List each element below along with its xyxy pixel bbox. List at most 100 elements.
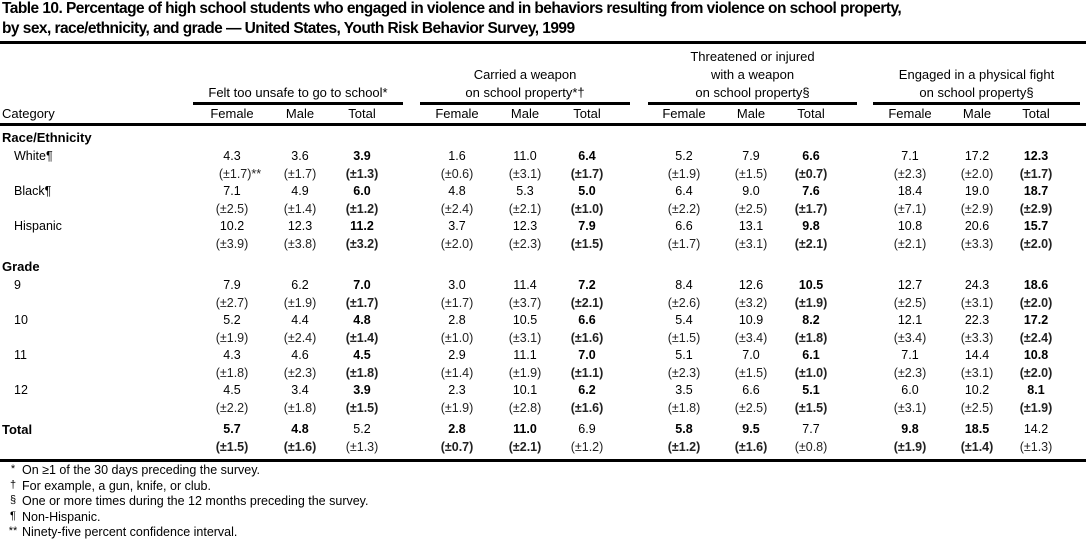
confidence-interval-cell: (±2.5) xyxy=(734,400,768,415)
confidence-interval-cell: (±3.4) xyxy=(893,330,927,345)
footnote-symbol: † xyxy=(9,478,17,491)
value-cell: 6.0 xyxy=(901,383,919,397)
footnote-symbol: ** xyxy=(8,525,18,537)
confidence-interval-cell: (±1.3) xyxy=(345,166,379,181)
footnote-text: On ≥1 of the 30 days preceding the surve… xyxy=(22,463,261,477)
confidence-interval-cell: (±2.5) xyxy=(734,201,768,216)
footnote: ¶ Non-Hispanic. xyxy=(4,510,100,524)
confidence-interval-cell: (±3.1) xyxy=(508,166,542,181)
confidence-interval-cell: (±3.8) xyxy=(283,236,317,251)
footnote: § One or more times during the 12 months … xyxy=(4,494,369,508)
value-cell: 6.1 xyxy=(802,348,820,362)
value-cell: 12.6 xyxy=(738,278,764,292)
confidence-interval-cell: (±2.1) xyxy=(508,439,542,454)
value-cell: 5.4 xyxy=(675,313,693,327)
value-cell: 12.3 xyxy=(1023,149,1049,163)
value-cell: 7.0 xyxy=(742,348,760,362)
value-cell: 9.8 xyxy=(802,219,820,233)
confidence-interval-cell: (±2.3) xyxy=(508,236,542,251)
value-cell: 10.5 xyxy=(512,313,538,327)
section-label: Grade xyxy=(2,259,40,274)
confidence-interval-cell: (±3.2) xyxy=(345,236,379,251)
confidence-interval-cell: (±1.7)** xyxy=(218,166,262,181)
confidence-interval-cell: (±1.2) xyxy=(570,439,604,454)
confidence-interval-cell: (±1.7) xyxy=(570,166,604,181)
confidence-interval-cell: (±1.7) xyxy=(794,201,828,216)
confidence-interval-cell: (±1.2) xyxy=(667,439,701,454)
confidence-interval-cell: (±2.9) xyxy=(960,201,994,216)
confidence-interval-cell: (±3.1) xyxy=(960,365,994,380)
confidence-interval-cell: (±2.7) xyxy=(215,295,249,310)
confidence-interval-cell: (±0.7) xyxy=(440,439,474,454)
confidence-interval-cell: (±1.5) xyxy=(215,439,249,454)
value-cell: 5.7 xyxy=(223,422,241,436)
row-label: Total xyxy=(2,422,33,437)
value-cell: 3.4 xyxy=(291,383,309,397)
column-header-total: Total xyxy=(573,106,601,121)
confidence-interval-cell: (±1.7) xyxy=(1019,166,1053,181)
value-cell: 4.8 xyxy=(291,422,309,436)
value-cell: 6.9 xyxy=(578,422,596,436)
confidence-interval-cell: (±1.0) xyxy=(570,201,604,216)
column-header-male: Male xyxy=(510,106,540,121)
value-cell: 2.8 xyxy=(448,422,466,436)
confidence-interval-cell: (±1.7) xyxy=(440,295,474,310)
value-cell: 4.3 xyxy=(223,149,241,163)
column-header-female: Female xyxy=(435,106,479,121)
value-cell: 6.4 xyxy=(675,184,693,198)
confidence-interval-cell: (±2.6) xyxy=(667,295,701,310)
confidence-interval-cell: (±3.1) xyxy=(508,330,542,345)
value-cell: 18.4 xyxy=(897,184,923,198)
section-row: Race/Ethnicity xyxy=(0,130,1086,147)
value-cell: 1.6 xyxy=(448,149,466,163)
value-cell: 4.8 xyxy=(448,184,466,198)
confidence-interval-cell: (±2.0) xyxy=(1019,365,1053,380)
confidence-interval-cell: (±1.7) xyxy=(283,166,317,181)
column-header-total: Total xyxy=(1022,106,1050,121)
confidence-interval-cell: (±2.1) xyxy=(570,295,604,310)
value-cell: 7.1 xyxy=(901,149,919,163)
table-row: Total 5.7 4.8 5.2 2.8 11.0 6.9 5.8 9.5 7.7 9.8 18.5… xyxy=(0,422,1086,439)
value-cell: 4.8 xyxy=(353,313,371,327)
table-row: 9 7.9 6.2 7.0 3.0 11.4 7.2 8.4 12.6 10.5 12.7 24.3 1… xyxy=(0,278,1086,295)
section-row: Grade xyxy=(0,259,1086,276)
confidence-interval-cell: (±1.9) xyxy=(893,439,927,454)
value-cell: 5.1 xyxy=(802,383,820,397)
column-header-female: Female xyxy=(888,106,932,121)
confidence-interval-cell: (±1.4) xyxy=(440,365,474,380)
confidence-interval-cell: (±2.4) xyxy=(1019,330,1053,345)
confidence-interval-cell: (±1.9) xyxy=(1019,400,1053,415)
value-cell: 10.2 xyxy=(964,383,990,397)
value-cell: 12.1 xyxy=(897,313,923,327)
value-cell: 13.1 xyxy=(738,219,764,233)
confidence-interval-cell: (±2.0) xyxy=(440,236,474,251)
confidence-interval-cell: (±3.2) xyxy=(734,295,768,310)
value-cell: 3.7 xyxy=(448,219,466,233)
confidence-interval-cell: (±3.1) xyxy=(960,295,994,310)
ci-row: (±1.9) (±2.4) (±1.4) (±1.0) (±3.1) (±1.6) (±1.… xyxy=(0,331,1086,348)
confidence-interval-cell: (±3.1) xyxy=(734,236,768,251)
column-header-male: Male xyxy=(962,106,992,121)
confidence-interval-cell: (±1.6) xyxy=(570,330,604,345)
confidence-interval-cell: (±2.4) xyxy=(440,201,474,216)
value-cell: 7.0 xyxy=(353,278,371,292)
table-title-line-2: by sex, race/ethnicity, and grade — Unit… xyxy=(2,20,575,37)
value-cell: 8.4 xyxy=(675,278,693,292)
group-underline xyxy=(193,102,403,105)
value-cell: 4.5 xyxy=(223,383,241,397)
confidence-interval-cell: (±1.9) xyxy=(215,330,249,345)
value-cell: 10.2 xyxy=(219,219,245,233)
footnote-text: One or more times during the 12 months p… xyxy=(22,494,369,508)
value-cell: 7.1 xyxy=(223,184,241,198)
bottom-rule xyxy=(0,459,1086,462)
group-title: on school property§ xyxy=(695,85,810,100)
table-row: 12 4.5 3.4 3.9 2.3 10.1 6.2 3.5 6.6 5.1 6.0 10.2 8.1 xyxy=(0,383,1086,400)
ci-row: (±1.7)** (±1.7) (±1.3) (±0.6) (±3.1) (±1.7) (±… xyxy=(0,167,1086,184)
value-cell: 3.6 xyxy=(291,149,309,163)
value-cell: 11.2 xyxy=(350,219,374,233)
group-title: Carried a weapon xyxy=(473,67,577,82)
value-cell: 10.5 xyxy=(798,278,824,292)
confidence-interval-cell: (±1.8) xyxy=(345,365,379,380)
confidence-interval-cell: (±1.8) xyxy=(667,400,701,415)
confidence-interval-cell: (±2.9) xyxy=(1019,201,1053,216)
